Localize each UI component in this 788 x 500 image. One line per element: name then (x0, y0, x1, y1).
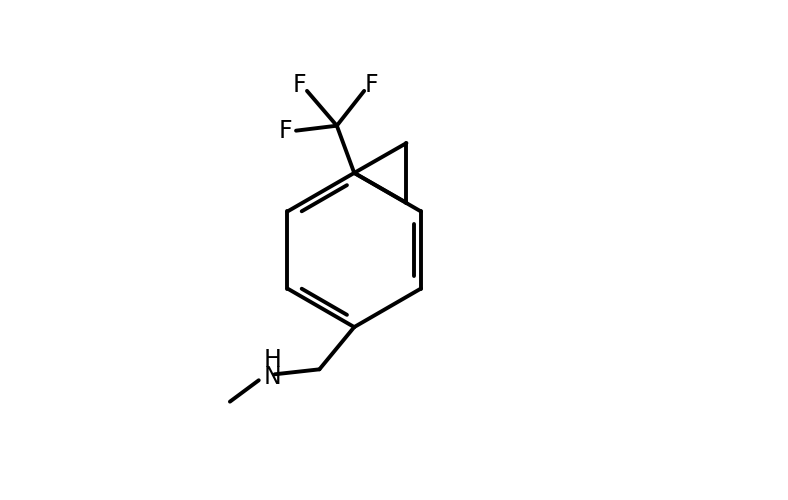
Text: N: N (263, 365, 281, 389)
Text: F: F (292, 73, 307, 97)
Text: F: F (278, 118, 292, 142)
Text: F: F (365, 73, 378, 97)
Text: H: H (263, 348, 281, 372)
